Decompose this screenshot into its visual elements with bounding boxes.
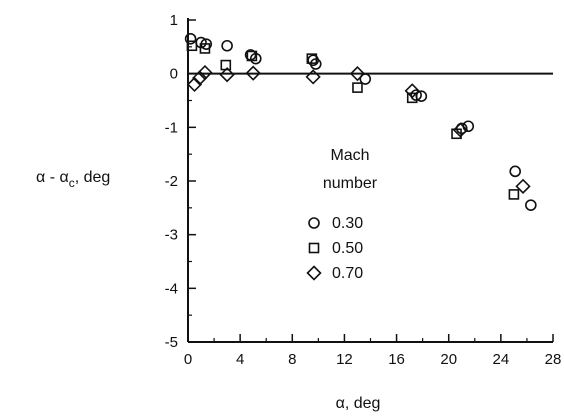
y-tick-label: 0	[170, 66, 178, 83]
x-tick-label: 8	[288, 351, 296, 368]
series-0.30	[184, 32, 537, 211]
data-point-circle	[221, 39, 233, 52]
x-tick-label: 12	[336, 351, 353, 368]
data-point-square	[199, 43, 211, 54]
data-point-diamond	[305, 69, 321, 85]
data-point-diamond	[186, 76, 203, 93]
data-point-square	[246, 50, 258, 62]
legend-entry-label: 0.70	[332, 265, 363, 282]
y-tick-label: -2	[165, 173, 178, 190]
data-point-circle	[509, 165, 521, 178]
data-point-diamond	[404, 83, 420, 99]
data-point-square	[186, 40, 198, 52]
x-tick-label: 28	[545, 351, 562, 368]
x-tick-label: 0	[184, 351, 192, 368]
data-point-square	[352, 82, 363, 93]
y-tick-label: -1	[165, 119, 178, 136]
legend-entry: 0.70	[306, 265, 363, 282]
x-axis-label: α, deg	[336, 395, 381, 412]
data-point-square	[220, 59, 232, 71]
y-axis-label: α - αc, deg	[36, 169, 110, 190]
y-tick-label: 1	[170, 12, 178, 29]
x-tick-label: 24	[493, 351, 510, 368]
data-point-diamond	[197, 64, 213, 81]
y-axis-label-main: α - α	[36, 169, 69, 186]
y-tick-label: -4	[165, 280, 178, 297]
legend-entry: 0.50	[308, 240, 363, 257]
legend-entry: 0.30	[308, 215, 363, 232]
y-axis-label-tail: , deg	[75, 169, 111, 186]
legend-marker-diamond	[306, 265, 322, 281]
data-point-square	[406, 92, 418, 104]
series-0.70	[186, 64, 531, 194]
legend-title-line1: Mach	[330, 147, 369, 164]
y-tick-label: -5	[165, 334, 178, 351]
x-tick-label: 20	[440, 351, 457, 368]
data-point-circle	[359, 73, 372, 85]
legend-marker-circle	[308, 217, 320, 229]
tick-marks	[187, 19, 554, 343]
data-point-diamond	[349, 66, 366, 82]
data-point-circle	[462, 120, 475, 133]
data-point-square	[508, 189, 520, 200]
x-tick-label: 16	[388, 351, 405, 368]
x-tick-label: 4	[236, 351, 244, 368]
legend-entry-label: 0.30	[332, 215, 363, 232]
y-axis-label-subscript: c	[69, 176, 75, 190]
data-point-diamond	[192, 70, 208, 86]
data-point-circle	[184, 32, 197, 45]
legend-title-line2: number	[323, 175, 378, 192]
legend-entry-label: 0.50	[332, 240, 363, 257]
data-point-square	[451, 128, 462, 140]
data-point-square	[306, 53, 318, 64]
data-points	[184, 32, 537, 211]
legend: Mach number 0.30 0.50 0.70	[306, 147, 378, 282]
data-point-diamond	[452, 122, 469, 138]
data-point-diamond	[245, 65, 261, 81]
legend-entries: 0.30 0.50 0.70	[306, 215, 363, 282]
data-point-diamond	[515, 178, 531, 194]
data-point-circle	[525, 199, 537, 211]
tick-labels: 0 4 8 12 16 20 24 28 1 0 -1 -2 -3 -4 -5	[165, 12, 562, 368]
legend-marker-square	[308, 242, 320, 254]
series-0.50	[186, 40, 520, 200]
y-tick-label: -3	[165, 227, 178, 244]
data-point-diamond	[219, 67, 235, 83]
